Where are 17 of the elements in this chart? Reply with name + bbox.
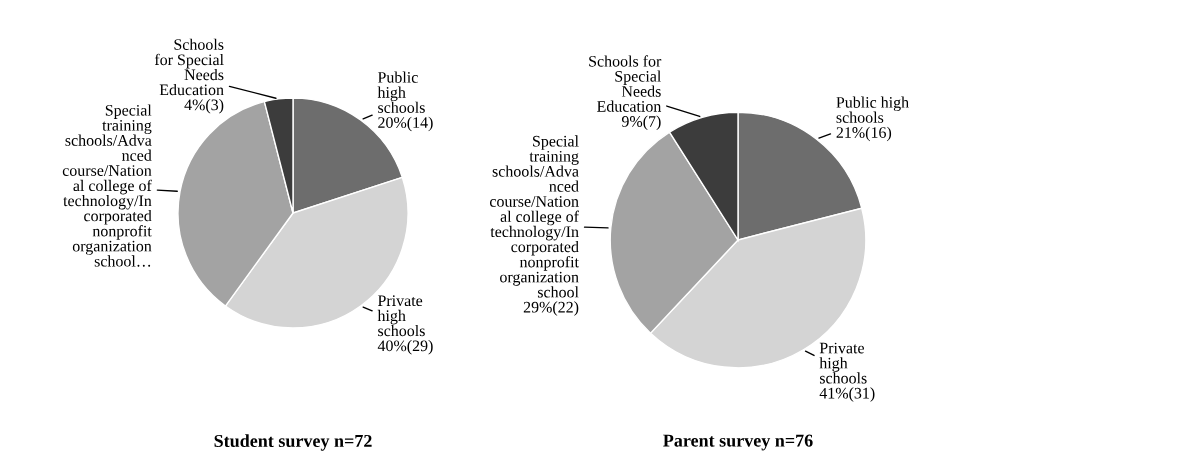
data-label: 41%(31) — [819, 387, 875, 402]
slice-label: Schools for Special Needs Education — [589, 55, 662, 112]
text: Parent survey n=76 — [663, 434, 813, 451]
data-label: 21%(16) — [836, 126, 892, 142]
data-label: 4%(3) — [184, 99, 224, 114]
text: Student survey n=72 — [214, 434, 372, 451]
category-label: Special training schools/Adva nced course/Nation al college of technology/In corporated nonprofit organization school… — [62, 104, 152, 267]
data-label: 9%(7) — [621, 115, 661, 131]
slice-label: Private high schools — [819, 342, 867, 384]
slice-label: Private high schools — [377, 295, 425, 337]
slice-label: Schools for Special Needs Education — [154, 38, 224, 96]
data-label: 20%(14) — [378, 116, 433, 132]
slice-label: Public high schools — [377, 71, 425, 113]
data-label: 29%(22) — [523, 301, 579, 316]
category-label: Special training schools/Adva nced course/Nation al college of technology/In corporated nonprofit organization school — [490, 135, 579, 298]
data-label: 40%(29) — [377, 339, 433, 355]
slice-label: Public high schools — [836, 96, 909, 123]
